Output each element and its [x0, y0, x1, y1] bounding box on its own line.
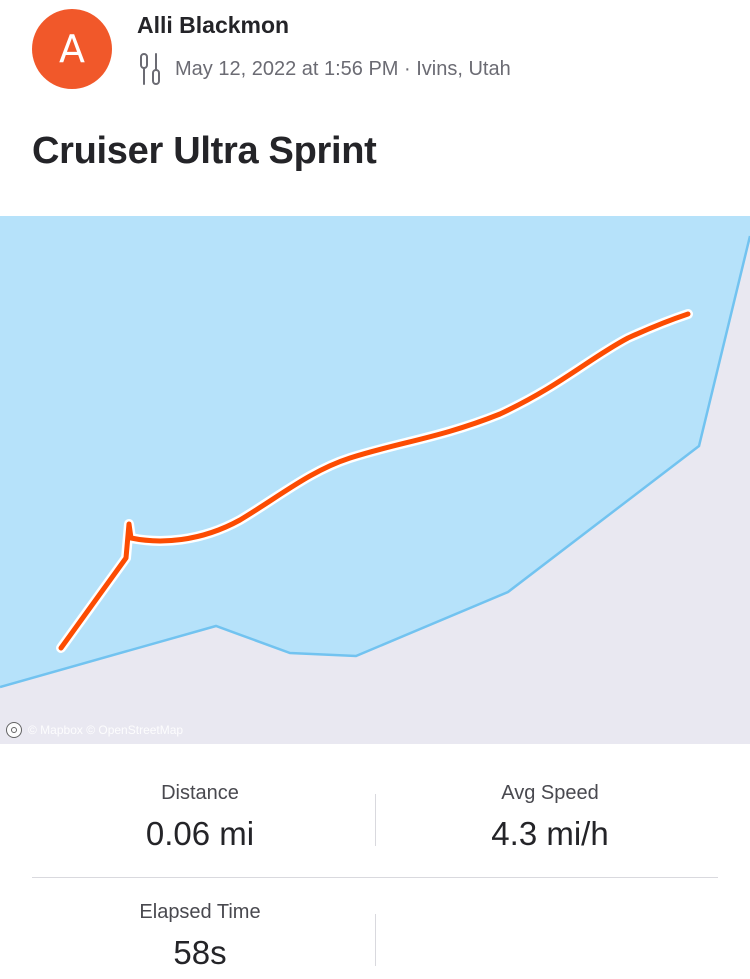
- stat-distance: Distance 0.06 mi: [30, 782, 370, 853]
- paddle-icon: [140, 53, 160, 85]
- stat-value: 0.06 mi: [145, 815, 255, 852]
- stat-label: Elapsed Time: [139, 901, 261, 923]
- stat-divider: [375, 914, 376, 966]
- activity-header: A Alli Blackmon May 12, 2022 at 1:56 PM …: [0, 0, 750, 216]
- stat-avg-speed: Avg Speed 4.3 mi/h: [380, 782, 720, 853]
- route-line: [58, 311, 691, 651]
- attribution-text[interactable]: © Mapbox © OpenStreetMap: [28, 723, 184, 737]
- stats-panel: Distance 0.06 mi Avg Speed 4.3 mi/h Elap…: [0, 744, 750, 979]
- stat-label: Distance: [161, 782, 239, 804]
- route-map[interactable]: © Mapbox © OpenStreetMap: [0, 216, 750, 744]
- map-attribution[interactable]: © Mapbox © OpenStreetMap: [6, 722, 183, 738]
- stat-label: Avg Speed: [501, 782, 599, 804]
- activity-title[interactable]: Cruiser Ultra Sprint: [32, 130, 377, 172]
- stat-value: 4.3 mi/h: [491, 815, 609, 852]
- avatar[interactable]: A: [32, 9, 112, 89]
- mapbox-logo-icon[interactable]: [6, 722, 22, 738]
- stat-value: 58s: [173, 934, 227, 971]
- activity-meta: May 12, 2022 at 1:56 PM · Ivins, Utah: [137, 52, 511, 86]
- date-location: May 12, 2022 at 1:56 PM · Ivins, Utah: [175, 57, 511, 80]
- stats-row-divider: [32, 877, 718, 878]
- stat-elapsed-time: Elapsed Time 58s: [30, 901, 370, 972]
- map-canvas[interactable]: [0, 216, 750, 744]
- stat-divider: [375, 794, 376, 846]
- athlete-name[interactable]: Alli Blackmon: [137, 12, 290, 38]
- shoreline: [0, 235, 750, 689]
